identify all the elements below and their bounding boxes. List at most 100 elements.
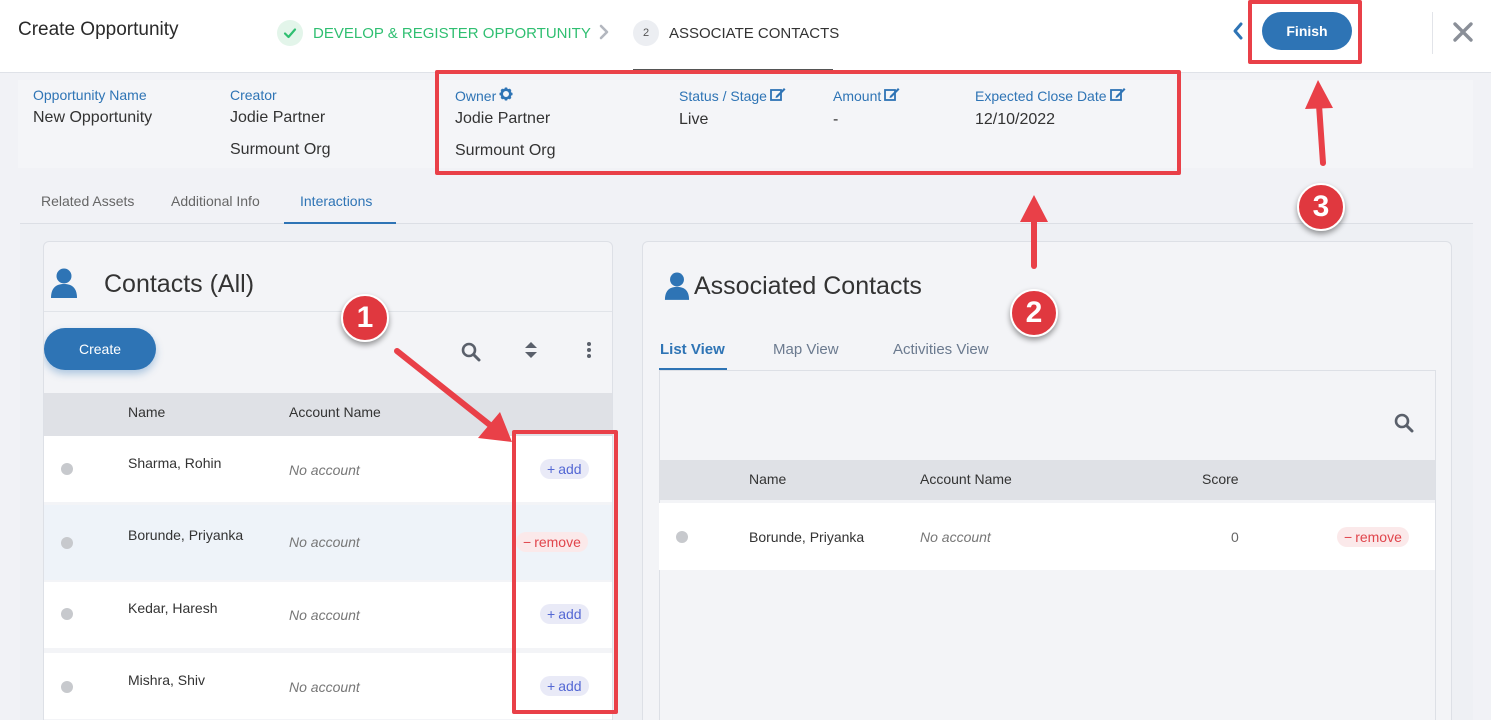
contact-name: Borunde, Priyanka bbox=[128, 527, 244, 543]
amount-label: Amount bbox=[833, 88, 882, 104]
chevron-left-icon[interactable] bbox=[1231, 21, 1245, 46]
person-icon bbox=[50, 267, 78, 304]
table-row[interactable]: Sharma, Rohin No account + add bbox=[44, 436, 612, 502]
person-icon bbox=[664, 271, 690, 306]
remove-contact-button[interactable]: − remove bbox=[1337, 527, 1409, 547]
column-header-name[interactable]: Name bbox=[749, 471, 787, 487]
field-label[interactable]: Expected Close Date bbox=[975, 87, 1126, 105]
step-number: 2 bbox=[633, 20, 659, 46]
tab-list-view[interactable]: List View bbox=[660, 341, 725, 358]
remove-contact-button[interactable]: − remove bbox=[516, 532, 588, 552]
account-name: No account bbox=[289, 462, 360, 478]
gear-icon[interactable] bbox=[499, 87, 513, 104]
field-label[interactable]: Amount bbox=[833, 87, 900, 105]
tab-additional-info[interactable]: Additional Info bbox=[171, 193, 260, 209]
status-label: Status / Stage bbox=[679, 88, 767, 104]
tab-related-assets[interactable]: Related Assets bbox=[41, 193, 135, 209]
minus-icon: − bbox=[1344, 529, 1353, 545]
search-icon[interactable] bbox=[1394, 413, 1414, 438]
owner-label: Owner bbox=[455, 87, 497, 104]
panel-header: Contacts (All) bbox=[44, 242, 612, 312]
contact-name: Kedar, Haresh bbox=[128, 600, 218, 616]
contact-name: Mishra, Shiv bbox=[128, 672, 206, 688]
account-name: No account bbox=[920, 529, 991, 545]
tab-interactions[interactable]: Interactions bbox=[300, 193, 373, 209]
detail-tabs: Related Assets Additional Info Interacti… bbox=[20, 186, 1473, 224]
panel-title: Associated Contacts bbox=[694, 272, 922, 300]
table-row[interactable]: Mishra, Shiv No account + add bbox=[44, 653, 612, 719]
annotation-box-summary bbox=[435, 70, 1181, 175]
step-label: ASSOCIATE CONTACTS bbox=[669, 24, 840, 42]
step-associate-contacts[interactable]: 2 ASSOCIATE CONTACTS bbox=[633, 20, 839, 46]
contacts-panel: Contacts (All) Create Name Account Name … bbox=[43, 241, 613, 720]
add-contact-button[interactable]: + add bbox=[540, 676, 589, 696]
opportunity-summary: Opportunity Name New Opportunity Creator… bbox=[18, 80, 1473, 168]
annotation-badge-1: 1 bbox=[341, 294, 389, 342]
add-contact-button[interactable]: + add bbox=[540, 459, 589, 479]
check-icon bbox=[277, 20, 303, 46]
column-header-score[interactable]: Score bbox=[1202, 471, 1239, 487]
field-label: Creator bbox=[230, 87, 277, 103]
status-dot bbox=[61, 608, 73, 620]
edit-icon[interactable] bbox=[884, 87, 900, 105]
column-header-account[interactable]: Account Name bbox=[920, 471, 1012, 487]
close-icon[interactable] bbox=[1451, 20, 1475, 49]
tab-activities-view[interactable]: Activities View bbox=[893, 341, 989, 358]
finish-button[interactable]: Finish bbox=[1262, 12, 1352, 50]
creator-field: Creator Jodie Partner Surmount Org bbox=[230, 87, 330, 159]
divider bbox=[1432, 12, 1433, 54]
plus-icon: + bbox=[547, 606, 556, 622]
field-value: 12/10/2022 bbox=[975, 111, 1056, 128]
field-value: Live bbox=[679, 111, 709, 128]
account-name: No account bbox=[289, 534, 360, 550]
remove-label: remove bbox=[1355, 529, 1402, 545]
more-vertical-icon[interactable] bbox=[586, 341, 592, 364]
sort-icon[interactable] bbox=[524, 340, 538, 365]
add-label: add bbox=[558, 678, 582, 694]
table-header: Name Account Name bbox=[44, 393, 612, 436]
field-label[interactable]: Owner bbox=[455, 87, 555, 104]
close-date-label: Expected Close Date bbox=[975, 88, 1107, 104]
chevron-right-icon bbox=[598, 24, 610, 45]
status-dot bbox=[61, 463, 73, 475]
annotation-badge-3: 3 bbox=[1297, 183, 1345, 231]
table-row[interactable]: Borunde, Priyanka No account 0 − remove bbox=[659, 503, 1435, 570]
score-value: 0 bbox=[1231, 529, 1239, 545]
status-dot bbox=[676, 531, 688, 543]
table-row[interactable]: Kedar, Haresh No account + add bbox=[44, 582, 612, 648]
table-header: Name Account Name Score bbox=[659, 460, 1435, 500]
field-label[interactable]: Status / Stage bbox=[679, 87, 786, 105]
column-header-account[interactable]: Account Name bbox=[289, 404, 381, 420]
remove-label: remove bbox=[534, 534, 581, 550]
add-label: add bbox=[558, 461, 582, 477]
add-contact-button[interactable]: + add bbox=[540, 604, 589, 624]
contact-name: Sharma, Rohin bbox=[128, 455, 222, 471]
panel-title: Contacts (All) bbox=[104, 270, 255, 298]
column-header-name[interactable]: Name bbox=[128, 404, 166, 420]
edit-icon[interactable] bbox=[1109, 87, 1126, 105]
step-develop-register[interactable]: DEVELOP & REGISTER OPPORTUNITY bbox=[277, 20, 591, 46]
field-org: Surmount Org bbox=[230, 141, 331, 158]
field-value: - bbox=[833, 111, 839, 128]
header-bar: Create Opportunity DEVELOP & REGISTER OP… bbox=[0, 0, 1491, 73]
account-name: No account bbox=[289, 679, 360, 695]
search-icon[interactable] bbox=[461, 342, 481, 367]
table-row[interactable]: Borunde, Priyanka No account − remove bbox=[44, 505, 612, 580]
tab-map-view[interactable]: Map View bbox=[773, 341, 839, 358]
edit-icon[interactable] bbox=[770, 87, 786, 105]
annotation-box-finish bbox=[1248, 0, 1362, 64]
field-value: Jodie Partner bbox=[230, 109, 326, 126]
add-label: add bbox=[558, 606, 582, 622]
create-contact-button[interactable]: Create bbox=[44, 328, 156, 370]
annotation-badge-2: 2 bbox=[1010, 289, 1058, 337]
active-tab-indicator bbox=[659, 368, 727, 370]
plus-icon: + bbox=[547, 461, 556, 477]
step-label: DEVELOP & REGISTER OPPORTUNITY bbox=[313, 24, 591, 42]
active-tab-indicator bbox=[284, 222, 396, 224]
status-dot bbox=[61, 681, 73, 693]
field-org: Surmount Org bbox=[455, 142, 556, 159]
account-name: No account bbox=[289, 607, 360, 623]
owner-field: Owner Jodie Partner Surmount Org bbox=[455, 87, 555, 160]
contact-name: Borunde, Priyanka bbox=[749, 529, 865, 545]
